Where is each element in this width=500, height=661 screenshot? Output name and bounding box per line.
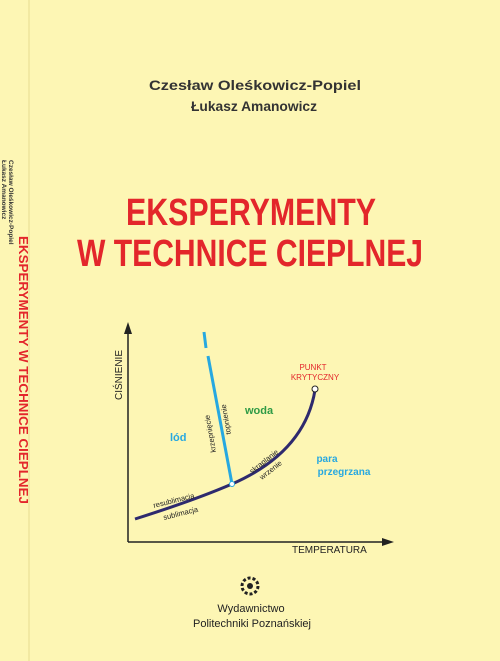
spine-author: Czesław Oleśkowicz-Popiel [7,160,14,245]
spine-author: Łukasz Amanowicz [0,160,7,220]
phase-label: przegrzana [318,467,371,478]
spine-title: EKSPERYMENTY W TECHNICE CIEPLNEJ [16,236,31,504]
critical-point [311,385,319,393]
phase-label: lód [170,432,187,444]
publisher: Wydawnictwo [217,603,284,615]
author: Łukasz Amanowicz [191,98,317,114]
critical-label: KRYTYCZNY [291,373,340,382]
melting-line-dash [202,331,208,349]
publisher: Politechniki Poznańskiej [193,618,311,630]
critical-label: PUNKT [299,363,326,372]
logo-center [247,583,253,589]
triple-point [229,481,235,487]
spine-authors: Czesław Oleśkowicz-Popiel Łukasz Amanowi… [0,160,14,245]
x-axis-label: TEMPERATURA [292,545,367,556]
title: EKSPERYMENTY [126,192,376,234]
arrow [124,322,132,334]
phase-label: woda [244,405,274,417]
phase-label: para [316,454,338,465]
logo-gear [240,576,260,596]
author: Czesław Oleśkowicz-Popiel [149,77,361,93]
melting-line [206,355,234,485]
publisher-logo [240,576,260,596]
y-axis-label: CIŚNIENIE [112,350,125,400]
arrow [382,538,394,546]
title: W TECHNICE CIEPLNEJ [77,233,423,275]
